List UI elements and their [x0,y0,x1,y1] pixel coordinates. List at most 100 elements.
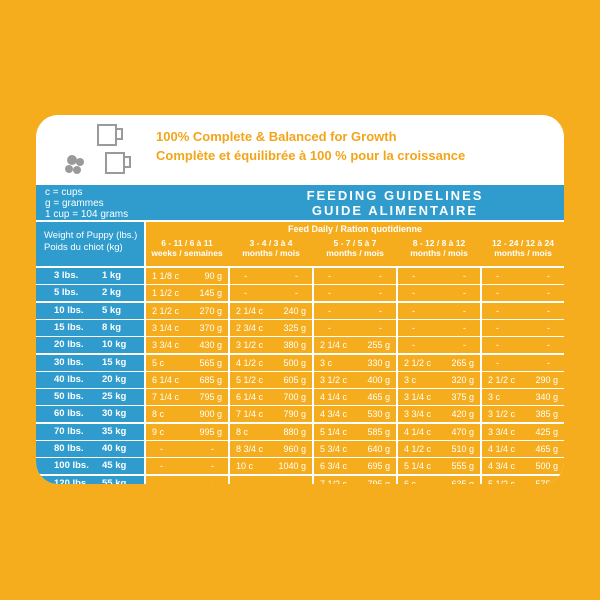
cups-amount: 6 1/4 c [236,392,264,403]
headline-fr: Complète et équilibrée à 100 % pour la c… [156,148,466,163]
feed-cell: -- [482,268,564,284]
weight-lbs: 10 lbs. [54,304,84,316]
feed-cell: 3 1/2 c 385 g [482,406,564,423]
paw-print-icon [65,155,84,174]
cups-amount: - [328,271,331,281]
weight-kg: 40 kg [102,443,127,454]
feed-cell: 5 3/4 c 640 g [314,441,396,457]
weight-kg: 20 kg [102,373,127,385]
weight-kg: 35 kg [102,425,127,437]
cups-amount: - [160,444,163,454]
headline: 100% Complete & Balanced for Growth Comp… [156,127,465,165]
cups-amount: - [496,340,499,351]
cups-amount: - [244,478,247,484]
grams-amount: 685 g [199,374,222,385]
cups-amount: 4 1/4 c [488,444,516,454]
weight-cell: 70 lbs. 35 kg [36,423,144,440]
feed-cell: 6 1/4 c 700 g [230,389,312,406]
weight-lbs: 50 lbs. [54,391,84,403]
cups-amount: 2 1/2 c [488,374,516,385]
feed-cell: 5 c 565 g [146,354,228,371]
weight-kg: 10 kg [102,339,127,351]
cups-amount: - [496,305,499,316]
feed-cell: -- [314,268,396,284]
cups-amount: 7 1/4 c [236,409,264,420]
cups-amount: 6 c [404,478,417,484]
grams-amount: - [211,478,214,484]
cups-amount: 3 c [320,357,333,368]
grams-amount: 420 g [451,409,474,420]
cups-amount: 5 3/4 c [320,444,348,454]
age-range: 6 - 11 / 6 à 11 [161,238,213,248]
grams-amount: 370 g [199,322,222,333]
grams-amount: 425 g [535,426,558,437]
weight-header-fr: Poids du chiot (kg) [44,242,123,253]
grams-amount: - [463,271,466,281]
grams-amount: - [295,478,298,484]
weight-kg: 2 kg [102,287,122,299]
feed-cell: 4 1/4 c 470 g [398,423,480,440]
feed-cell: 3 1/4 c 370 g [146,319,228,336]
age-column-header: 12 - 24 / 12 à 24 months / mois [482,238,564,258]
grams-amount: 90 g [204,271,222,281]
cups-amount: 7 1/4 c [152,392,180,403]
cups-amount: - [244,271,247,281]
grams-amount: 635 g [451,478,474,484]
feed-cell: -- [482,319,564,336]
grams-amount: - [295,288,298,299]
cups-amount: 5 c [152,357,165,368]
feed-cell: 4 3/4 c 530 g [314,406,396,423]
cups-amount: - [160,478,163,484]
feed-cell: 3 1/2 c 400 g [314,371,396,388]
grams-amount: 340 g [535,392,558,403]
table-row: 20 lbs. 10 kg 3 3/4 c 430 g 3 1/2 c 380 g 2 1/… [36,337,564,354]
feed-cell: 8 c 880 g [230,423,312,440]
weight-lbs: 40 lbs. [54,373,84,385]
feed-cell: 3 c 340 g [482,389,564,406]
grams-amount: 400 g [367,374,390,385]
grams-amount: 565 g [199,357,222,368]
grams-amount: 465 g [367,392,390,403]
cups-amount: - [496,357,499,368]
feed-cell: 3 3/4 c 420 g [398,406,480,423]
grams-amount: 330 g [367,357,390,368]
weight-lbs: 60 lbs. [54,408,84,420]
weight-lbs: 3 lbs. [54,270,79,281]
weight-kg: 25 kg [102,391,127,403]
grams-amount: 795 g [367,478,390,484]
feed-cell: -- [482,285,564,302]
weight-cell: 15 lbs. 8 kg [36,319,144,336]
grams-amount: - [547,288,550,299]
cups-amount: 4 1/4 c [404,426,432,437]
feed-cell: -- [314,285,396,302]
grams-amount: - [463,340,466,351]
feed-daily-header: Feed Daily / Ration quotidienne 6 - 11 /… [146,222,564,266]
cups-amount: 4 3/4 c [320,409,348,420]
weight-cell: 120 lbs. 55 kg [36,475,144,484]
cups-amount: 3 c [404,374,417,385]
dog-food-icons [65,124,131,174]
cups-amount: - [496,288,499,299]
grams-amount: 255 g [367,340,390,351]
feed-cell: 1 1/8 c 90 g [146,268,228,284]
weight-kg: 55 kg [102,477,127,484]
feed-cell: 2 1/4 c 240 g [230,302,312,319]
weight-kg: 5 kg [102,304,122,316]
feed-cell: 3 3/4 c 425 g [482,423,564,440]
feed-cell: 4 1/2 c 500 g [230,354,312,371]
feed-cell: -- [482,337,564,354]
cups-amount: 3 1/2 c [236,340,264,351]
weight-lbs: 15 lbs. [54,321,84,333]
cups-amount: 3 3/4 c [404,409,432,420]
feed-cell: 8 c 900 g [146,406,228,423]
grams-amount: 880 g [283,426,306,437]
grams-amount: 380 g [283,340,306,351]
feed-cell: 7 1/2 c 795 g [314,475,396,484]
age-column-header: 6 - 11 / 6 à 11 weeks / semaines [146,238,228,258]
feed-cell: 3 1/4 c 375 g [398,389,480,406]
feed-cell: -- [398,268,480,284]
feed-cell: -- [230,268,312,284]
grams-amount: - [379,322,382,333]
